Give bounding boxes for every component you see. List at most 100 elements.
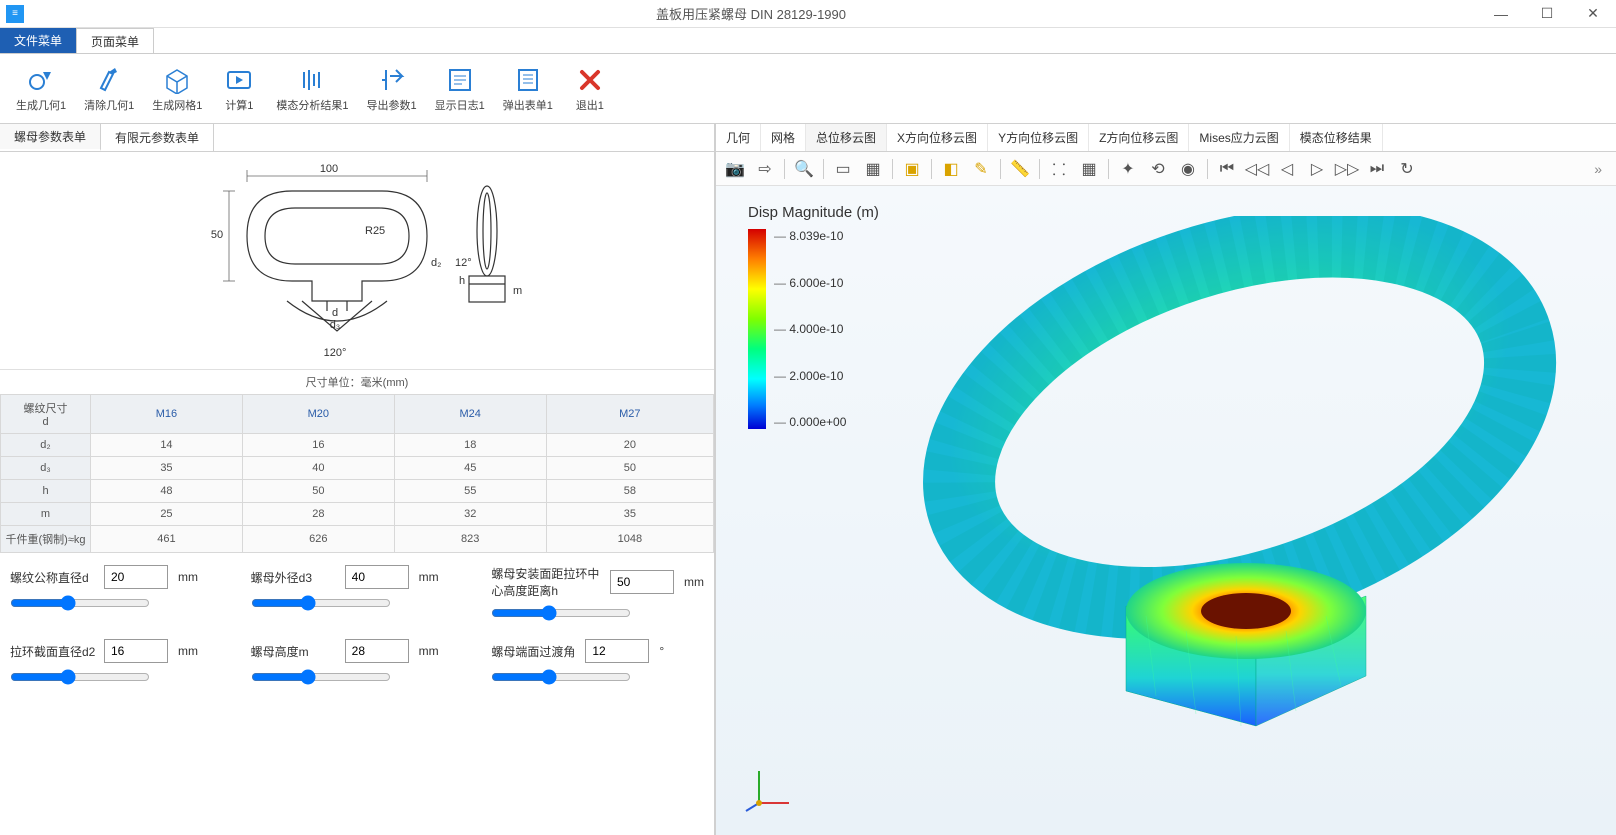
slider-range[interactable] (491, 605, 631, 621)
slider-group: 螺母端面过渡角 ° (491, 639, 704, 685)
ribbon-计算1[interactable]: 计算1 (212, 58, 266, 120)
table-cell: 35 (91, 457, 243, 480)
select-box-icon[interactable]: ▭ (830, 156, 856, 182)
slider-label: 螺母外径d3 (251, 569, 339, 586)
maximize-button[interactable]: ☐ (1524, 0, 1570, 28)
table-cell: 14 (91, 434, 243, 457)
anim-first-icon[interactable]: ⏮ (1214, 156, 1240, 182)
anim-play-icon[interactable]: ▷ (1304, 156, 1330, 182)
slider-range[interactable] (251, 595, 391, 611)
ribbon-label: 清除几何1 (84, 97, 134, 113)
slider-value-input[interactable] (104, 565, 168, 589)
dim-h: h (459, 275, 465, 287)
ruler-icon[interactable]: 📏 (1007, 156, 1033, 182)
menu-tab-file[interactable]: 文件菜单 (0, 28, 77, 53)
minimize-button[interactable]: — (1478, 0, 1524, 28)
slider-range[interactable] (10, 669, 150, 685)
axes-icon[interactable]: ✦ (1115, 156, 1141, 182)
left-panel: 螺母参数表单 有限元参数表单 (0, 124, 716, 835)
export-icon[interactable]: ⇨ (752, 156, 778, 182)
ribbon-icon (513, 65, 543, 95)
slider-range[interactable] (491, 669, 631, 685)
table-row-head: 千件重(钢制)≈kg (1, 526, 91, 553)
dim-left: 50 (211, 229, 223, 241)
result-tab[interactable]: Mises应力云图 (1189, 124, 1289, 151)
ribbon-导出参数1[interactable]: 导出参数1 (359, 58, 425, 120)
table-cell: 823 (394, 526, 546, 553)
result-tab[interactable]: 网格 (761, 124, 806, 151)
table-cell: 32 (394, 503, 546, 526)
result-tab[interactable]: 几何 (716, 124, 761, 151)
ribbon-模态分析结果1[interactable]: 模态分析结果1 (268, 58, 356, 120)
ribbon-显示日志1[interactable]: 显示日志1 (427, 58, 493, 120)
dim-angle-bottom: 120° (324, 347, 347, 359)
zoom-icon[interactable]: 🔍 (791, 156, 817, 182)
slider-range[interactable] (10, 595, 150, 611)
slider-value-input[interactable] (345, 639, 409, 663)
anim-back-icon[interactable]: ◁ (1274, 156, 1300, 182)
select-region-icon[interactable]: ▦ (860, 156, 886, 182)
color-icon[interactable]: ◧ (938, 156, 964, 182)
tab-fea-params[interactable]: 有限元参数表单 (101, 124, 214, 151)
table-cell: 40 (242, 457, 394, 480)
grid-icon[interactable]: ▦ (1076, 156, 1102, 182)
slider-label: 螺母安装面距拉环中心高度距离h (491, 565, 604, 599)
viewer-3d[interactable]: Disp Magnitude (m) 8.039e-106.000e-104.0… (716, 186, 1616, 835)
slider-value-input[interactable] (345, 565, 409, 589)
slider-value-input[interactable] (104, 639, 168, 663)
slider-unit: ° (659, 644, 664, 658)
slider-label: 螺纹公称直径d (10, 569, 98, 586)
ribbon-生成网格1[interactable]: 生成网格1 (144, 58, 210, 120)
ribbon-清除几何1[interactable]: 清除几何1 (76, 58, 142, 120)
anim-loop-icon[interactable]: ↻ (1394, 156, 1420, 182)
ribbon-生成几何1[interactable]: 生成几何1 (8, 58, 74, 120)
dim-d3: d₃ (330, 319, 341, 331)
ribbon-退出1[interactable]: 退出1 (563, 58, 617, 120)
table-cell: 35 (546, 503, 713, 526)
ribbon-label: 生成网格1 (152, 97, 202, 113)
slider-value-input[interactable] (610, 570, 674, 594)
toolbar-overflow[interactable]: » (1586, 161, 1610, 177)
titlebar: ≡ 盖板用压紧螺母 DIN 28129-1990 — ☐ ✕ (0, 0, 1616, 28)
ribbon-icon (94, 65, 124, 95)
legend-tick: 6.000e-10 (774, 276, 846, 290)
ribbon-label: 计算1 (225, 97, 253, 113)
highlight-icon[interactable]: ✎ (968, 156, 994, 182)
ribbon-弹出表单1[interactable]: 弹出表单1 (495, 58, 561, 120)
ribbon-label: 模态分析结果1 (276, 97, 348, 113)
menubar: 文件菜单 页面菜单 (0, 28, 1616, 54)
table-cell: 20 (546, 434, 713, 457)
clip-icon[interactable]: ▣ (899, 156, 925, 182)
rotate-icon[interactable]: ⟲ (1145, 156, 1171, 182)
legend-tick: 0.000e+00 (774, 415, 846, 429)
result-tab[interactable]: X方向位移云图 (887, 124, 988, 151)
result-tab[interactable]: 模态位移结果 (1290, 124, 1383, 151)
orbit-icon[interactable]: ◉ (1175, 156, 1201, 182)
parameter-table: 螺纹尺寸 dM16M20M24M27d₂14161820d₃35404550h4… (0, 394, 714, 553)
result-tab[interactable]: Y方向位移云图 (988, 124, 1089, 151)
slider-value-input[interactable] (585, 639, 649, 663)
viewer-toolbar: 📷 ⇨ 🔍 ▭ ▦ ▣ ◧ ✎ 📏 ⸬ ▦ ✦ ⟲ ◉ ⏮ ◁◁ ◁ ▷ (716, 152, 1616, 186)
axes-gizmo (744, 763, 794, 813)
right-panel: 几何网格总位移云图X方向位移云图Y方向位移云图Z方向位移云图Mises应力云图模… (716, 124, 1616, 835)
anim-next-icon[interactable]: ▷▷ (1334, 156, 1360, 182)
result-tab[interactable]: 总位移云图 (806, 124, 887, 151)
camera-icon[interactable]: 📷 (722, 156, 748, 182)
tab-nut-params[interactable]: 螺母参数表单 (0, 124, 101, 151)
table-row-head: d₂ (1, 434, 91, 457)
legend-bar (748, 229, 766, 429)
grid-dot-icon[interactable]: ⸬ (1046, 156, 1072, 182)
slider-label: 螺母高度m (251, 643, 339, 660)
menu-tab-page[interactable]: 页面菜单 (77, 28, 154, 53)
slider-range[interactable] (251, 669, 391, 685)
legend-title: Disp Magnitude (m) (748, 204, 879, 221)
close-button[interactable]: ✕ (1570, 0, 1616, 28)
legend-tick: 8.039e-10 (774, 229, 846, 243)
dim-radius: R25 (365, 225, 385, 237)
anim-prev-icon[interactable]: ◁◁ (1244, 156, 1270, 182)
table-cell: 45 (394, 457, 546, 480)
ribbon-icon (162, 65, 192, 95)
anim-last-icon[interactable]: ⏭ (1364, 156, 1390, 182)
dim-d: d (332, 307, 338, 319)
result-tab[interactable]: Z方向位移云图 (1089, 124, 1189, 151)
